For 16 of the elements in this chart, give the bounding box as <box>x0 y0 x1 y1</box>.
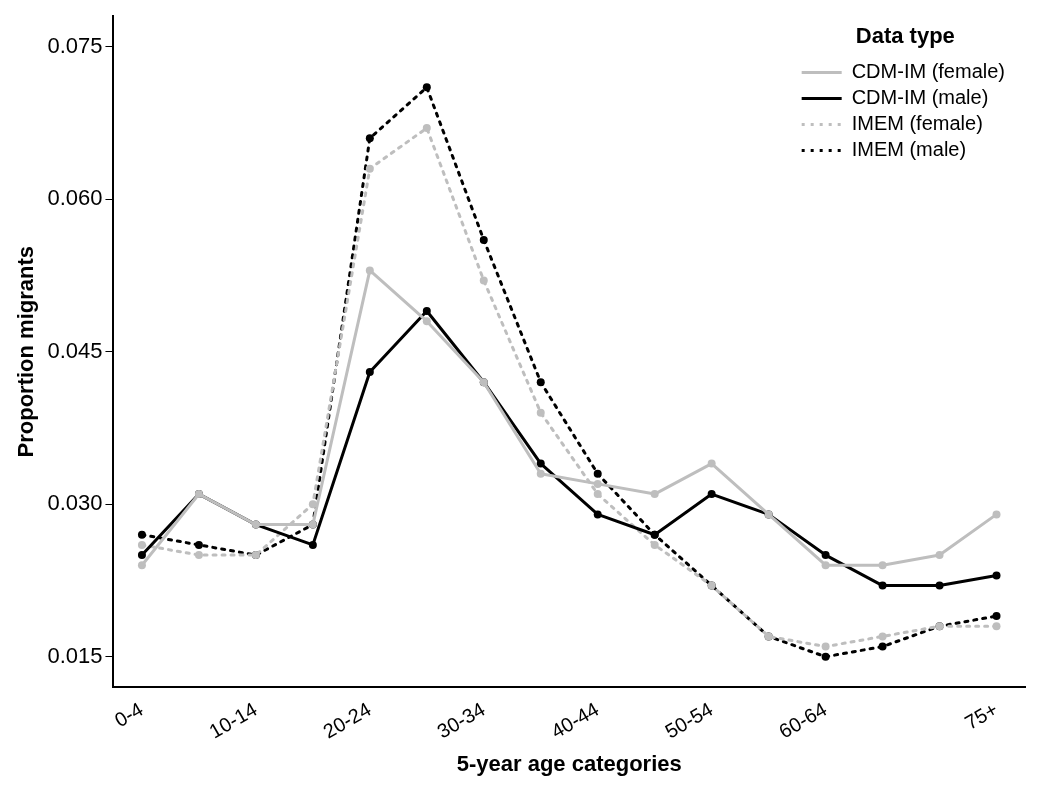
legend-label: IMEM (female) <box>851 112 983 135</box>
legend-label: CDM-IM (male) <box>851 86 989 109</box>
legend-title: Data type <box>855 23 955 49</box>
y-tick-label: 0.030 <box>47 490 103 516</box>
y-axis-title: Proportion migrants <box>13 245 39 458</box>
y-tick-label: 0.075 <box>47 32 103 58</box>
y-tick-label: 0.045 <box>47 337 103 363</box>
x-axis-title: 5-year age categories <box>456 750 682 776</box>
x-tick-label: 40-44 <box>547 697 603 743</box>
x-tick-label: 60-64 <box>775 697 831 743</box>
legend-label: CDM-IM (female) <box>851 60 1006 83</box>
y-tick-label: 0.015 <box>47 642 103 668</box>
x-tick-label: 0-4 <box>110 697 147 732</box>
x-tick-label: 75+ <box>960 697 1002 734</box>
y-tick-label: 0.060 <box>47 185 103 211</box>
legend-label: IMEM (male) <box>851 138 967 161</box>
